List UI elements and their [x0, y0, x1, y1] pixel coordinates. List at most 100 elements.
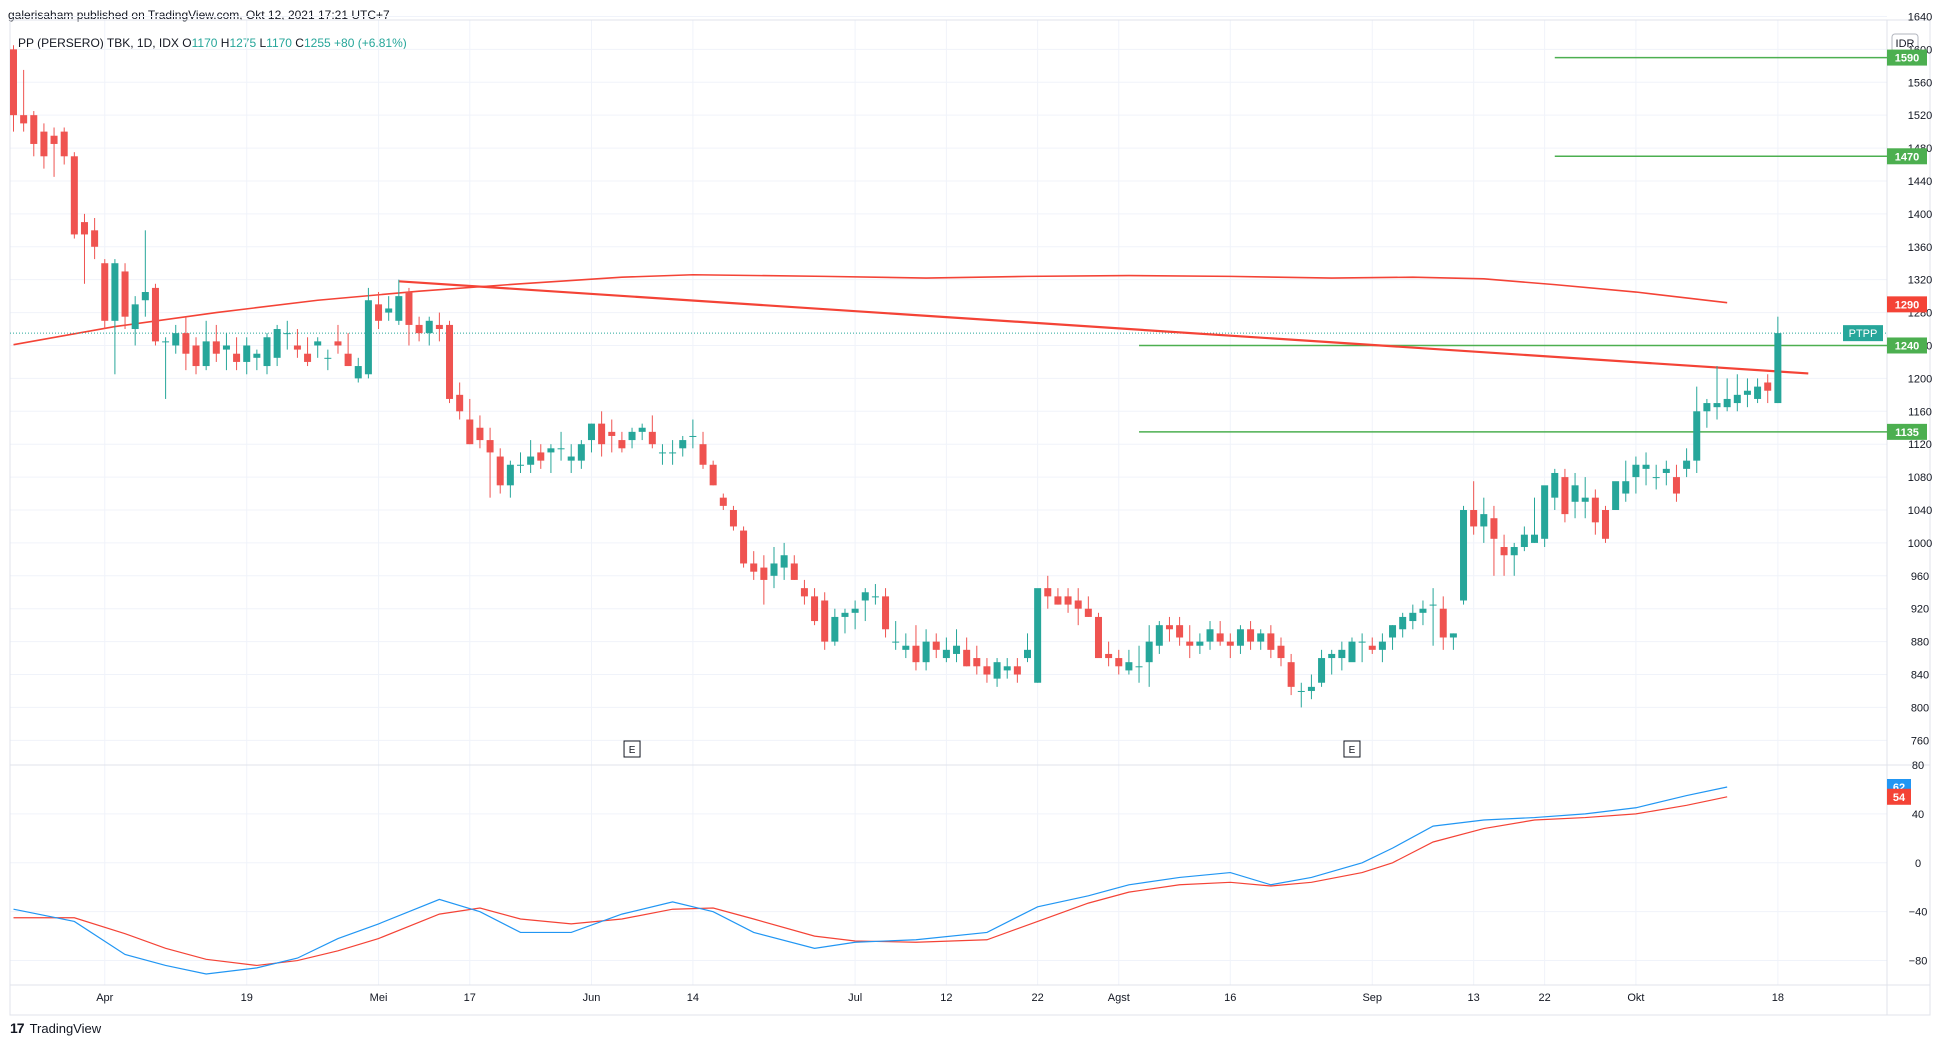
- candle: [1581, 477, 1589, 519]
- candle: [1105, 641, 1113, 667]
- candle-body-down: [304, 353, 312, 362]
- ohlc-label-l: L: [256, 36, 267, 50]
- candle-body-up: [1632, 464, 1640, 478]
- candle-body-up: [1378, 641, 1386, 650]
- candle-body-down: [435, 324, 443, 330]
- candle: [314, 337, 322, 358]
- candle: [1135, 645, 1143, 683]
- candle-body-up: [1693, 411, 1701, 461]
- candle: [1429, 588, 1437, 646]
- candle: [446, 320, 454, 404]
- candle: [192, 337, 200, 375]
- earnings-marker[interactable]: [1343, 740, 1361, 758]
- ohlc-values: O1170 H1275 L1170 C1255: [182, 36, 334, 50]
- candle-body-down: [101, 263, 109, 321]
- candle: [912, 625, 920, 671]
- candle-body-up: [1024, 649, 1031, 659]
- candle: [973, 645, 981, 675]
- candle-body-up: [1196, 641, 1204, 646]
- candle-body-up: [263, 337, 271, 367]
- candle-body-down: [70, 156, 78, 235]
- ohlc-label-o: O: [182, 36, 192, 50]
- candle: [1247, 621, 1255, 650]
- candle-body-up: [1480, 514, 1488, 527]
- indicator-value-label: 54: [1893, 792, 1906, 804]
- candle-body-up: [1754, 386, 1762, 399]
- chart-frame: [9, 19, 1931, 1016]
- price-tick-label: 1160: [1908, 406, 1932, 418]
- candle: [689, 419, 697, 449]
- candle-body-down: [1601, 510, 1609, 539]
- candle: [263, 333, 271, 375]
- candle: [821, 592, 829, 650]
- candle: [811, 588, 819, 626]
- candle-body-up: [841, 612, 849, 617]
- candle-body-up: [324, 357, 332, 359]
- candle: [375, 292, 383, 330]
- candle: [283, 320, 291, 350]
- candle: [1307, 674, 1315, 700]
- candle-body-down: [1267, 633, 1275, 650]
- candle-body-up: [1389, 625, 1397, 638]
- candle: [111, 259, 119, 375]
- indicator-tick-label: 0: [1915, 858, 1921, 870]
- candle-body-down: [456, 394, 464, 412]
- candle: [1348, 637, 1356, 663]
- descending-trendline[interactable]: [398, 280, 1809, 375]
- candle: [1024, 633, 1031, 663]
- candle: [1176, 616, 1184, 646]
- candle-body-up: [780, 555, 788, 568]
- price-tick-label: 760: [1911, 735, 1929, 747]
- candle: [1571, 472, 1579, 519]
- candle: [1672, 464, 1680, 502]
- candle: [131, 296, 139, 346]
- candle: [304, 337, 312, 367]
- candle: [1044, 575, 1052, 609]
- level-price-label: 1240: [1895, 340, 1919, 352]
- candle-body-up: [871, 596, 879, 598]
- candle-body-up: [395, 296, 403, 321]
- candle-body-down: [293, 345, 301, 350]
- candle-body-up: [1135, 666, 1143, 668]
- tradingview-brand[interactable]: 17 TradingView: [10, 1020, 101, 1036]
- candle-body-down: [91, 230, 99, 247]
- candle-body-up: [1399, 616, 1407, 630]
- price-tick-label: 800: [1911, 702, 1929, 714]
- candle: [1267, 625, 1275, 659]
- candle: [1500, 534, 1508, 576]
- candle: [172, 324, 180, 354]
- candle: [405, 287, 413, 346]
- candle-body-down: [476, 427, 484, 441]
- candle: [1754, 378, 1762, 404]
- candle-body-up: [1419, 608, 1427, 613]
- candle: [628, 427, 636, 449]
- candle: [324, 349, 332, 371]
- candle: [932, 633, 940, 659]
- candle: [587, 423, 595, 453]
- candle: [1277, 637, 1285, 667]
- candle: [1520, 526, 1528, 552]
- candle: [50, 127, 58, 177]
- candle-body-down: [811, 596, 819, 622]
- candle: [1470, 481, 1478, 535]
- candle-body-up: [1703, 403, 1711, 412]
- candle-body-down: [375, 304, 383, 321]
- candle-body-up: [1307, 686, 1315, 691]
- level-price-tag: [1887, 49, 1927, 66]
- candle: [1034, 588, 1042, 683]
- candle: [709, 460, 717, 486]
- candle-body-up: [111, 263, 119, 321]
- candle-body-up: [425, 320, 433, 334]
- candle-body-up: [314, 341, 322, 346]
- candle-body-up: [1713, 403, 1721, 408]
- candle-body-down: [709, 464, 717, 486]
- candle: [1480, 497, 1488, 543]
- candle-body-up: [902, 645, 910, 650]
- earnings-marker[interactable]: [623, 740, 641, 758]
- candle-body-up: [1358, 641, 1366, 643]
- candle: [435, 312, 443, 342]
- time-tick-label: Sep: [1362, 992, 1382, 1004]
- candle-body-down: [1500, 547, 1508, 556]
- ma-price-tag: [1887, 296, 1927, 313]
